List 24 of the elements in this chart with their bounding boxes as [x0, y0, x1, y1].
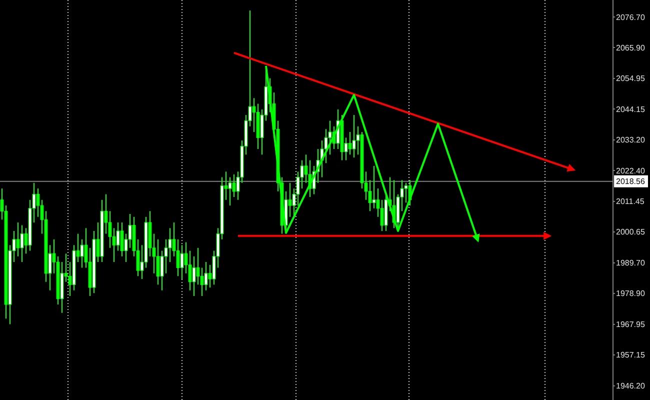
y-tick-label: 1946.20 — [616, 382, 646, 391]
y-tick-label: 1978.90 — [616, 289, 646, 298]
candlestick — [116, 222, 120, 252]
y-tick-label: 1967.95 — [616, 320, 646, 330]
y-tick-label: 2000.65 — [616, 228, 646, 237]
y-tick-label: 1957.15 — [616, 350, 646, 360]
candlestick — [228, 176, 232, 206]
candlestick — [404, 182, 408, 204]
y-tick-label: 2022.40 — [616, 166, 646, 176]
candlestick — [108, 210, 112, 248]
candlestick — [328, 120, 332, 156]
candlestick — [348, 132, 352, 156]
y-tick-label: 2033.20 — [616, 136, 646, 145]
candlestick — [180, 244, 184, 280]
y-tick-label: 2054.95 — [616, 74, 646, 84]
candlestick — [352, 114, 356, 158]
candlestick — [372, 165, 376, 209]
y-tick-label: 2076.70 — [616, 12, 646, 22]
y-tick-label: 2065.90 — [616, 43, 646, 52]
y-tick-label: 2044.15 — [616, 104, 646, 114]
candlestick — [128, 213, 132, 248]
y-tick-label: 1989.70 — [616, 258, 646, 268]
ref-line-label: 2018.56 — [616, 177, 646, 186]
y-tick-label: 2011.45 — [616, 197, 645, 206]
